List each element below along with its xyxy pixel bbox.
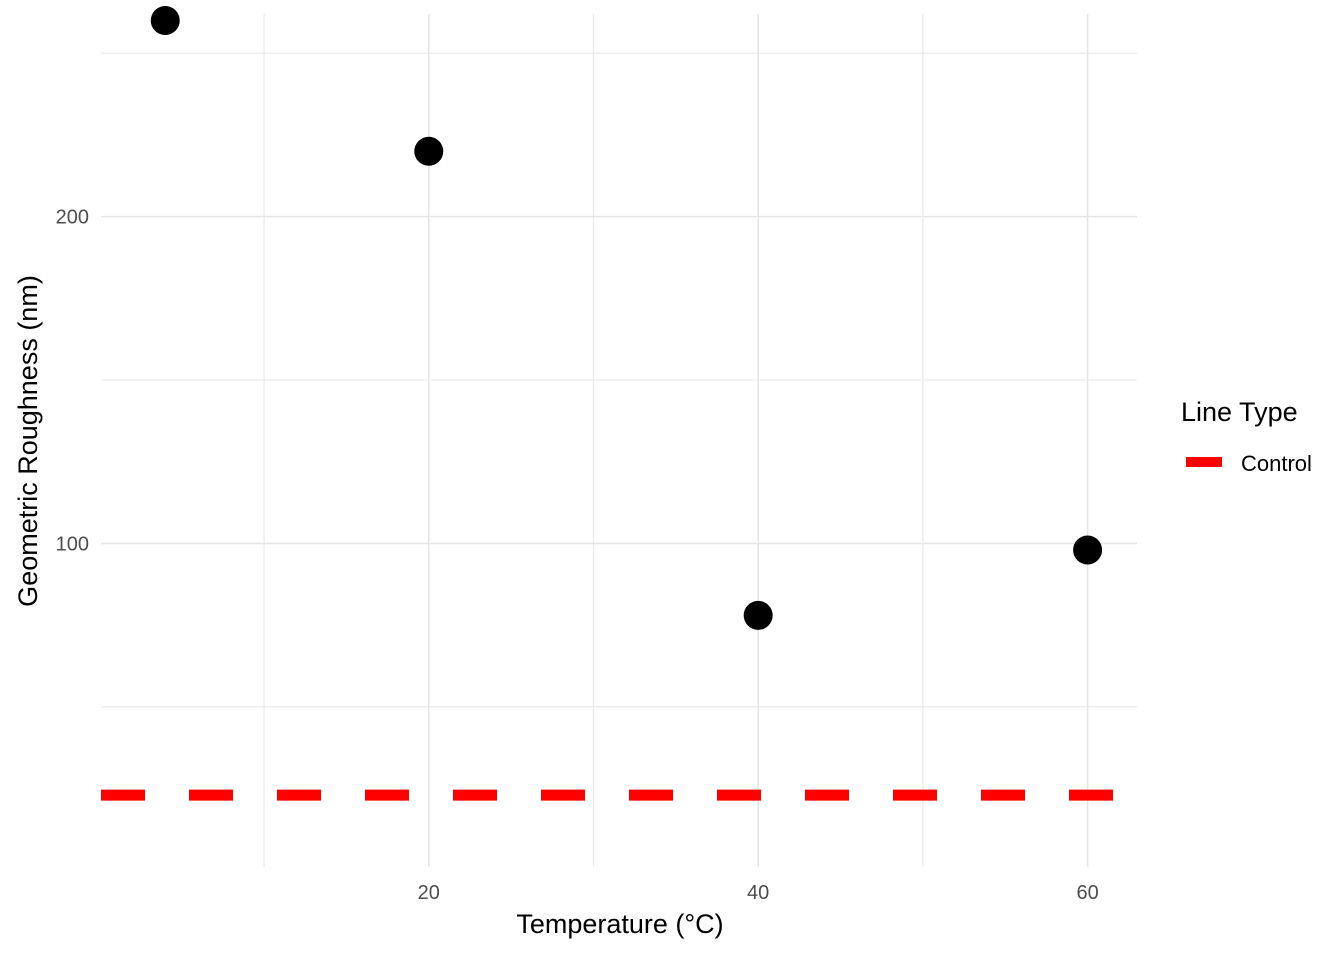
x-axis-title: Temperature (°C): [516, 909, 723, 939]
y-tick-label: 100: [56, 533, 89, 555]
x-tick-label: 20: [418, 882, 440, 904]
legend-label-control: Control: [1241, 451, 1312, 476]
legend: Line Type Control: [1181, 397, 1312, 476]
data-point: [743, 600, 773, 630]
data-point: [1073, 535, 1103, 565]
x-tick-label: 40: [747, 882, 769, 904]
data-point-layer: [150, 6, 1103, 630]
grid-layer: [101, 14, 1137, 867]
legend-title: Line Type: [1181, 397, 1298, 427]
y-axis-title: Geometric Roughness (nm): [13, 275, 43, 607]
x-tick-label: 60: [1076, 882, 1098, 904]
data-point: [414, 136, 444, 166]
tick-label-layer: 20 40 60 100 200: [56, 207, 1099, 904]
y-tick-label: 200: [56, 207, 89, 229]
legend-key-control: [1186, 457, 1222, 467]
data-point: [150, 6, 180, 36]
